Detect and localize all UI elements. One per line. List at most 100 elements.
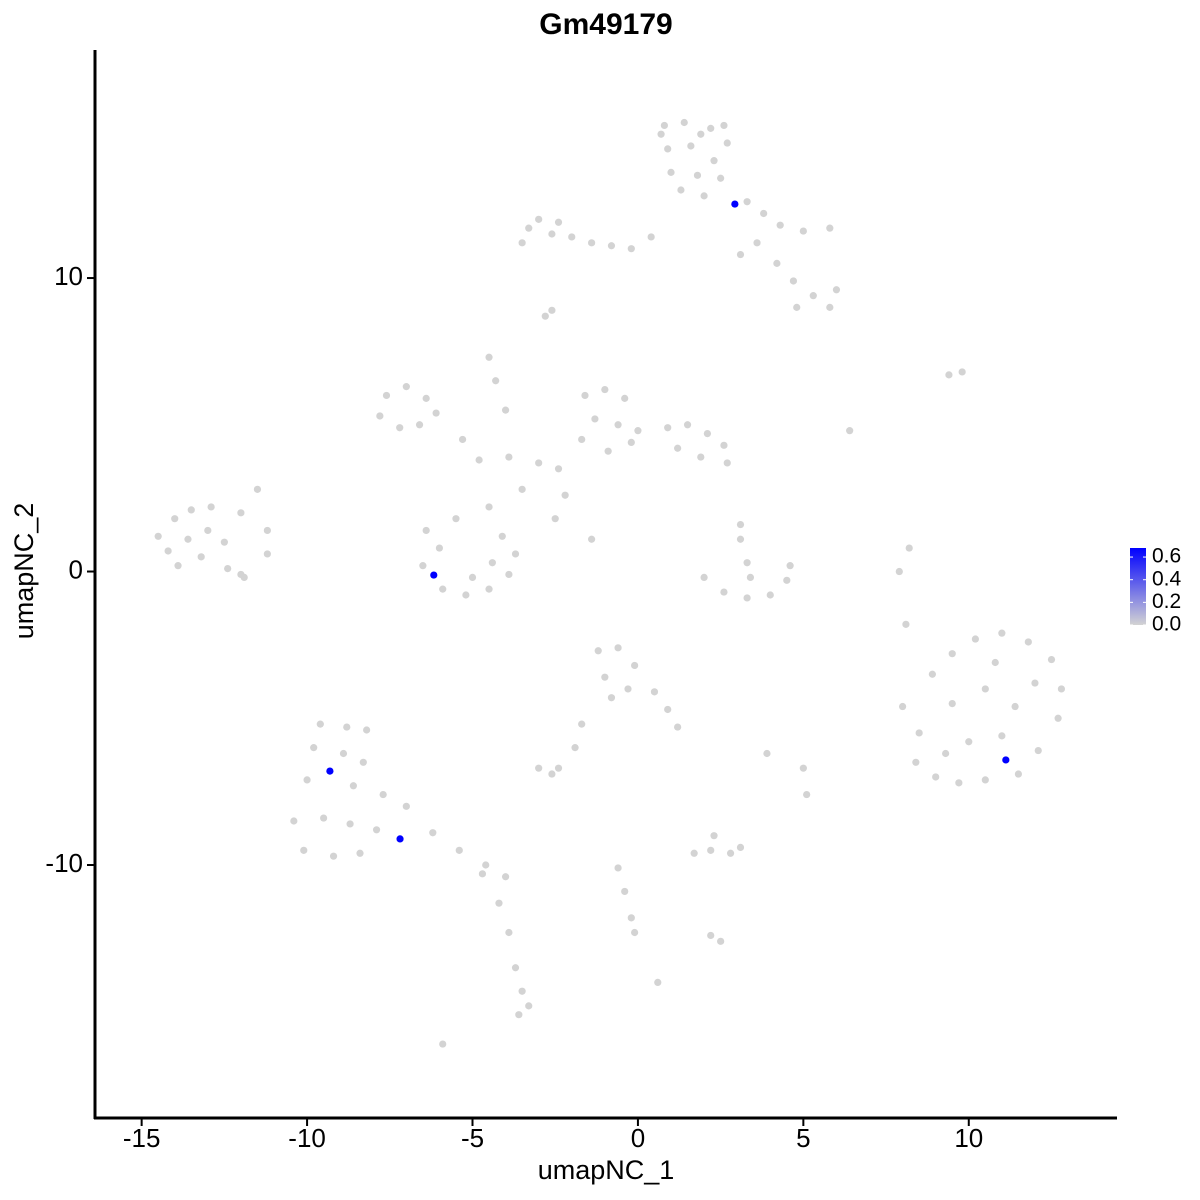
- cell-point: [452, 515, 460, 523]
- cell-point: [955, 779, 963, 787]
- cell-point: [998, 732, 1006, 740]
- x-tick-label: -15: [123, 1123, 161, 1153]
- cell-point: [1014, 770, 1023, 778]
- cell-point: [197, 553, 205, 561]
- cell-point: [624, 685, 632, 693]
- cell-point: [263, 526, 271, 535]
- cell-point: [535, 764, 543, 772]
- cell-point: [700, 192, 708, 200]
- cell-point: [1031, 679, 1039, 687]
- cell-point: [601, 673, 609, 681]
- cell-point: [237, 509, 245, 517]
- cell-point: [707, 846, 715, 854]
- cell-point: [720, 121, 728, 130]
- cell-point: [382, 391, 391, 400]
- chart-title: Gm49179: [539, 8, 672, 41]
- colorbar-label: 0.2: [1152, 590, 1181, 613]
- cell-point: [455, 846, 463, 854]
- cell-point: [422, 394, 430, 402]
- cell-point: [290, 817, 298, 825]
- cell-point: [356, 849, 364, 857]
- cell-point: [607, 694, 616, 702]
- cell-point: [1047, 655, 1056, 664]
- cell-point: [204, 526, 212, 535]
- cell-point: [492, 377, 500, 385]
- cell-point: [485, 585, 493, 593]
- cell-point: [339, 749, 348, 758]
- cell-point: [677, 186, 685, 194]
- cell-point: [981, 685, 989, 693]
- cell-point: [743, 559, 751, 567]
- cell-point: [349, 782, 357, 790]
- cell-point: [511, 964, 520, 972]
- cell-point: [621, 394, 629, 402]
- cell-point: [703, 429, 712, 438]
- cell-point: [654, 978, 662, 987]
- cell-point: [627, 914, 635, 922]
- y-tick-label: -10: [45, 848, 83, 878]
- cell-point: [1011, 702, 1019, 711]
- cell-point: [505, 928, 513, 937]
- colorbar-label: 0.4: [1152, 567, 1182, 590]
- cell-point: [760, 209, 768, 218]
- cell-point: [958, 368, 966, 376]
- cell-point: [591, 415, 599, 423]
- cell-point: [912, 758, 920, 766]
- cell-point: [932, 773, 940, 781]
- cell-point: [627, 245, 635, 253]
- cell-point: [303, 776, 311, 784]
- colorbar: [1130, 548, 1146, 625]
- cell-point: [263, 550, 271, 558]
- cell-point: [376, 412, 384, 420]
- cell-point: [346, 820, 354, 828]
- cell-point: [432, 409, 440, 417]
- cell-point: [693, 171, 702, 179]
- cell-point: [948, 699, 956, 708]
- cell-point: [631, 661, 639, 670]
- cell-point: [187, 506, 195, 514]
- cell-point: [435, 544, 444, 552]
- cell-point: [736, 520, 745, 529]
- cell-point: [548, 306, 556, 314]
- cell-point: [717, 937, 725, 945]
- cell-point: [846, 427, 854, 435]
- cell-point: [439, 585, 447, 593]
- cell-point: [363, 726, 371, 734]
- cell-point: [826, 224, 834, 232]
- cell-point: [664, 145, 672, 153]
- cell-point: [687, 142, 695, 150]
- cell-point: [253, 485, 262, 493]
- cell-point: [736, 250, 745, 259]
- cell-point: [548, 230, 556, 238]
- cell-point: [1057, 685, 1066, 693]
- cell-point: [915, 729, 923, 737]
- cell-point: [578, 435, 586, 444]
- cell-point: [501, 873, 510, 881]
- cell-point: [541, 312, 549, 320]
- cell-point: [945, 371, 953, 379]
- cell-point: [753, 239, 761, 247]
- cell-point: [981, 776, 989, 784]
- cell-point: [631, 928, 639, 937]
- cell-point: [300, 846, 308, 854]
- cell-point: [462, 591, 470, 599]
- colorbar-label: 0.0: [1152, 613, 1181, 636]
- cell-point: [535, 215, 543, 223]
- cell-point: [554, 218, 563, 226]
- cell-point: [799, 764, 807, 772]
- cell-point: [928, 670, 936, 678]
- cell-point: [329, 852, 338, 860]
- cell-point: [763, 749, 771, 758]
- cell-point: [310, 744, 318, 752]
- cell-point: [707, 124, 715, 132]
- y-axis-label: umapNC_2: [9, 503, 39, 640]
- cell-point: [899, 702, 907, 711]
- cell-point: [184, 535, 192, 543]
- cell-point: [948, 650, 956, 658]
- cell-point: [402, 802, 410, 810]
- cell-point: [359, 758, 367, 766]
- cell-point: [832, 286, 841, 294]
- cell-point: [468, 573, 477, 581]
- cell-point: [515, 1011, 523, 1019]
- cell-point: [723, 459, 731, 467]
